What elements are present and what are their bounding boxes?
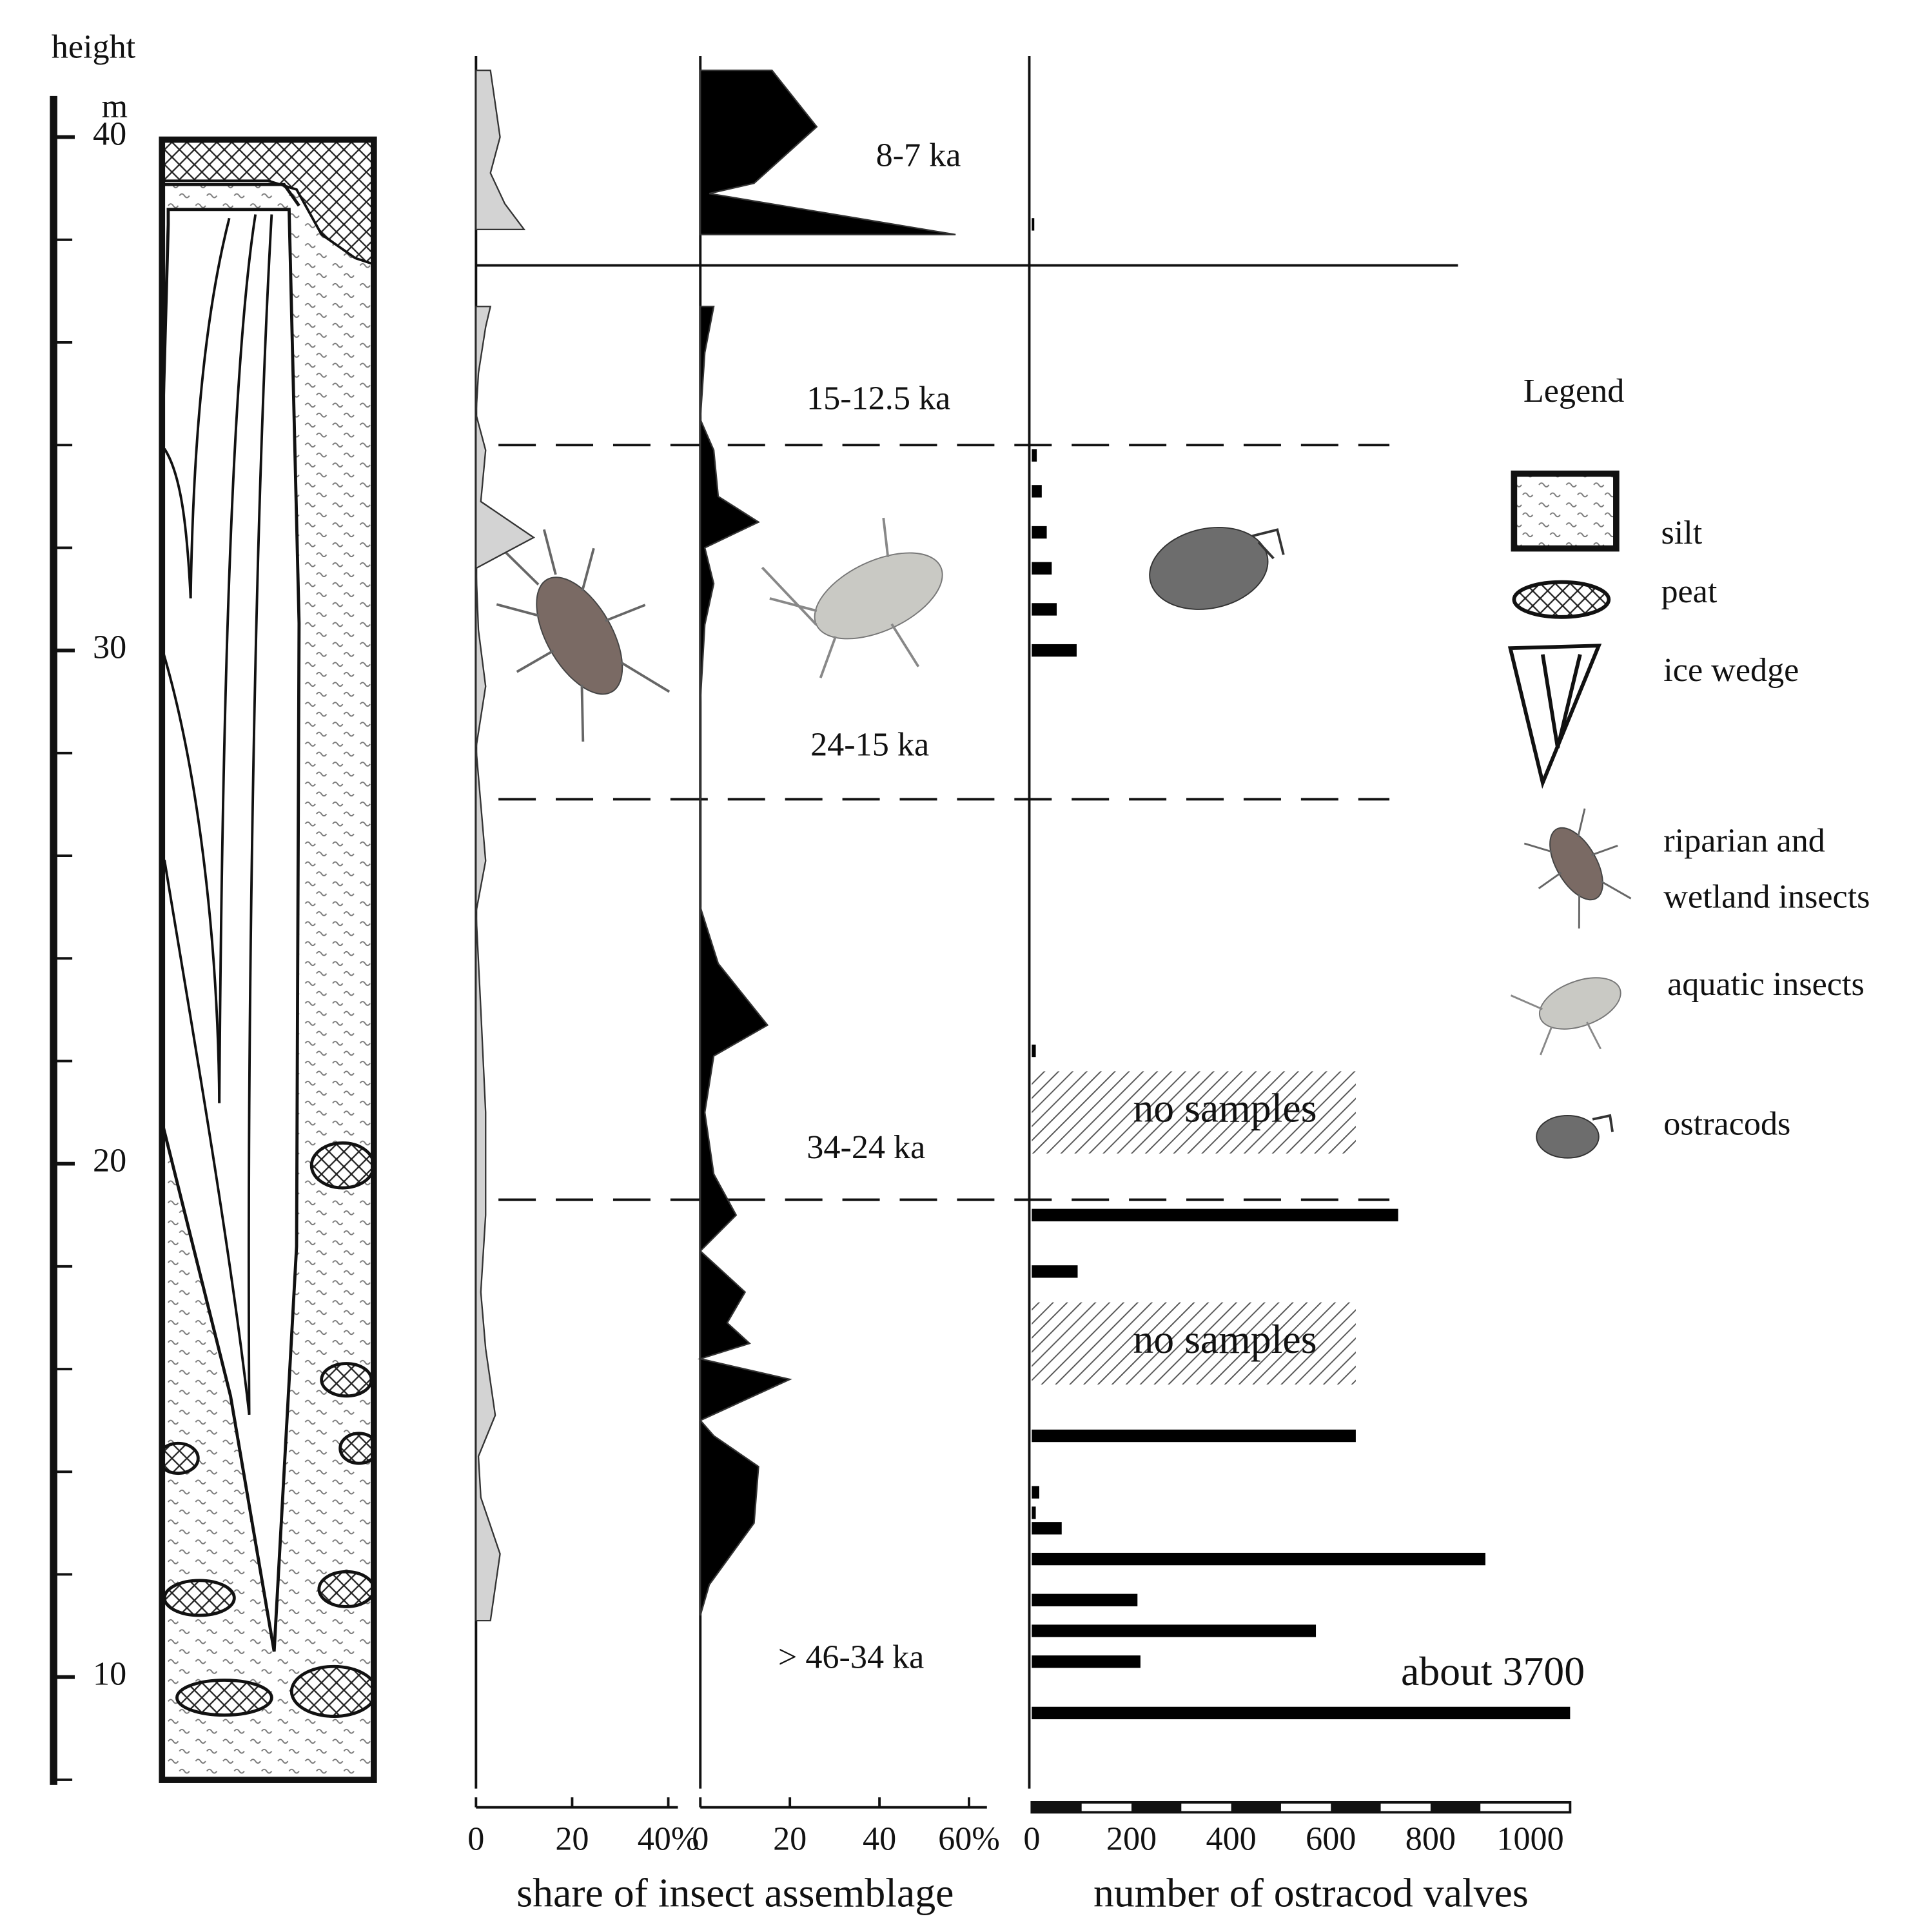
ostracod-icon (1149, 526, 1285, 610)
x-tick-label: 0 (467, 1821, 484, 1858)
x-tick-label: 0 (1023, 1821, 1040, 1858)
bar (1032, 1655, 1141, 1668)
riparian-insect-icon (496, 529, 671, 742)
bar (1032, 644, 1077, 657)
no-sample-zone (1032, 1071, 1356, 1154)
legend-label: ostracods (1663, 1105, 1790, 1142)
y-tick-label: 20 (93, 1143, 126, 1179)
legend-label: riparian and (1663, 823, 1825, 860)
zone-label: 8-7 ka (876, 137, 961, 174)
scale-block (1131, 1802, 1182, 1813)
scale-bar (1030, 1800, 1572, 1814)
bar (1032, 1506, 1036, 1519)
aquatic-insect-icon (761, 517, 943, 678)
bar (1032, 1429, 1356, 1443)
x-tick-label: 0 (692, 1821, 709, 1858)
y-axis-unit: m (102, 88, 128, 125)
bar (1032, 1208, 1398, 1221)
x-tick-label: 40 (863, 1821, 896, 1858)
y-tick-label: 30 (93, 629, 126, 666)
legend-label: wetland insects (1663, 879, 1870, 916)
annotation: no samples (1133, 1316, 1317, 1362)
bar (1032, 562, 1052, 575)
x-tick-label: 20 (773, 1821, 807, 1858)
bar (1032, 1265, 1078, 1278)
zone-label: 24-15 ka (810, 727, 929, 764)
stratigraphic-column (159, 136, 377, 1783)
legend-label: silt (1661, 515, 1702, 551)
bar (1032, 218, 1035, 231)
bar (1032, 1593, 1138, 1606)
value-label: about 3700 (1401, 1648, 1585, 1694)
x-axis-title: number of ostracod valves (1093, 1869, 1529, 1915)
bar (1032, 1486, 1039, 1499)
bar (1032, 1522, 1062, 1535)
x-tick-label: 20 (555, 1821, 589, 1858)
legend-title: Legend (1523, 373, 1624, 409)
y-tick-label: 10 (93, 1656, 126, 1693)
zone-label: > 46-34 ka (778, 1639, 924, 1676)
zone-label: 15-12.5 ka (807, 380, 950, 417)
x-tick-label: 200 (1106, 1821, 1157, 1858)
area (475, 69, 536, 1622)
legend-symbols (1507, 470, 1632, 1159)
scale-block (1231, 1802, 1281, 1813)
x-tick-label: 800 (1405, 1821, 1456, 1858)
y-tick-label: 40 (93, 116, 126, 153)
legend-label: aquatic insects (1667, 966, 1865, 1003)
x-tick-label: 600 (1306, 1821, 1356, 1858)
bar (1032, 1624, 1317, 1637)
x-tick-label: 1000 (1496, 1821, 1563, 1858)
legend-label: ice wedge (1663, 652, 1799, 689)
legend-label: peat (1661, 573, 1717, 610)
scale-block (1430, 1802, 1481, 1813)
bar (1032, 1552, 1485, 1566)
bar (1032, 603, 1057, 616)
bar (1032, 526, 1047, 539)
bar (1032, 485, 1042, 498)
scale-block (1331, 1802, 1381, 1813)
x-axis-title: share of insect assemblage (516, 1869, 954, 1915)
bar (1032, 449, 1037, 462)
bar (1032, 1044, 1036, 1058)
no-sample-zone (1032, 1302, 1356, 1385)
x-tick-label: 60% (938, 1821, 1000, 1858)
x-tick-label: 400 (1206, 1821, 1256, 1858)
bar (1032, 1706, 1571, 1720)
zone-label: 34-24 ka (807, 1129, 925, 1166)
y-axis-title: height (52, 28, 136, 65)
x-tick-label: 40% (638, 1821, 700, 1858)
area (697, 69, 956, 1616)
annotation: no samples (1133, 1085, 1317, 1131)
scale-block (1032, 1802, 1082, 1813)
